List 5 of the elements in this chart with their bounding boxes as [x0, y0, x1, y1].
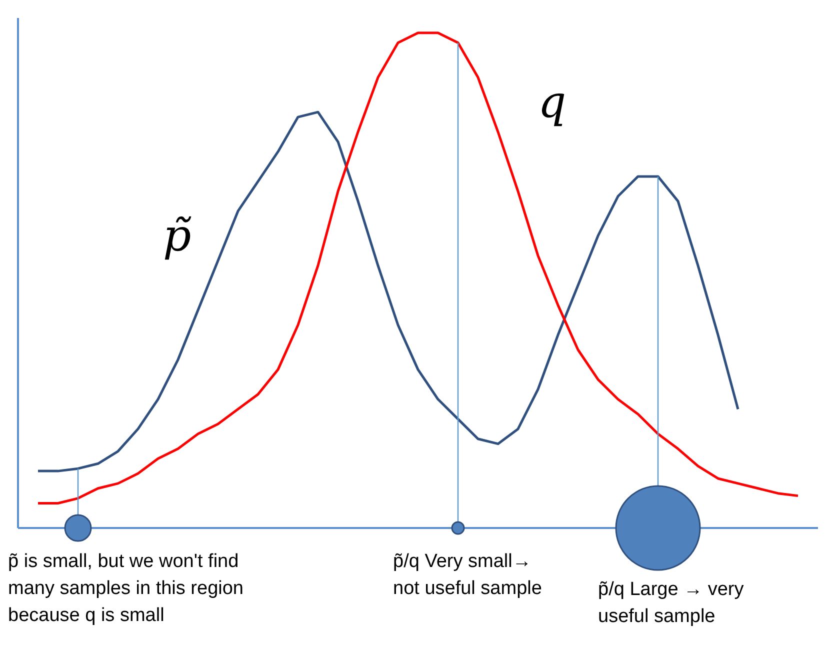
text: p̃ is small, but we won't find many samples in this region because q is small — [8, 550, 244, 628]
text: p̃/q Very small→ not useful sample — [393, 550, 543, 601]
series-label: p̃ — [163, 210, 192, 262]
series-label: q — [538, 76, 566, 128]
text: p̃/q Large → very useful sample — [598, 578, 745, 629]
